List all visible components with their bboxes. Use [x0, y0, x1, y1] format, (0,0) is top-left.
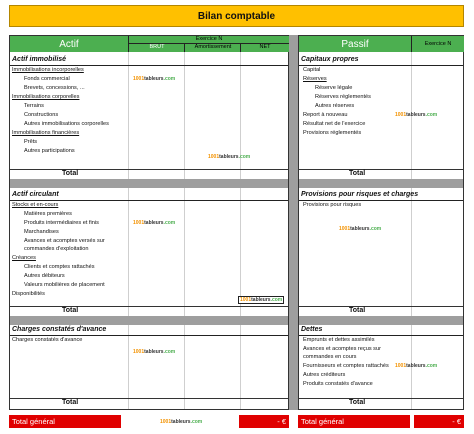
list-item: Brevets, concessions, ...: [24, 85, 85, 91]
section-separator: [10, 316, 288, 325]
list-item: Provisions pour risques: [303, 202, 362, 208]
section-separator: [299, 316, 463, 325]
section-title: Actif immobilisé: [12, 56, 67, 63]
list-item: Matières premières: [24, 211, 72, 217]
list-item: Emprunts et dettes assimilés: [303, 337, 375, 343]
list-item: Produits constatés d'avance: [303, 381, 373, 387]
watermark-logo: 1001tableurs.com: [160, 419, 203, 425]
watermark-logo: 1001tableurs.com: [208, 154, 251, 160]
divider: [10, 335, 288, 336]
actif-panel: Actif Exercice N BRUT Amortissement NET …: [9, 35, 289, 410]
passif-header: Passif Exercice N: [299, 36, 464, 52]
list-item: Provisions réglementés: [303, 130, 362, 136]
passif-label: Passif: [341, 38, 369, 50]
grid-line: [128, 52, 129, 409]
list-item: Fonds commercial: [24, 76, 70, 82]
section-separator: [10, 179, 288, 188]
watermark-logo: 1001tableurs.com: [133, 220, 176, 226]
actif-header: Actif Exercice N BRUT Amortissement NET: [10, 36, 289, 52]
divider: [299, 65, 463, 66]
divider: [10, 169, 288, 170]
list-item: Fournisseurs et comptes rattachés: [303, 363, 389, 369]
list-item: Autres créditeurs: [303, 372, 346, 378]
passif-panel: Passif Exercice N Capitaux propres Capit…: [298, 35, 464, 410]
passif-exercice-label: Exercice N: [411, 36, 464, 52]
list-item: commandes en cours: [303, 354, 357, 360]
list-item: commandes d'exploitation: [24, 246, 89, 252]
grid-line: [240, 52, 241, 409]
list-item: Réserve légale: [315, 85, 353, 91]
list-item: Autres réserves: [315, 103, 355, 109]
list-item: Charges constatés d'avance: [12, 337, 83, 343]
total-label: Total: [62, 399, 79, 406]
list-item: Disponibilités: [12, 291, 45, 297]
page-title: Bilan comptable: [9, 5, 464, 27]
list-item: Réserves: [303, 76, 327, 82]
total-label: Total: [349, 170, 366, 177]
col-amortissement: Amortissement: [184, 44, 241, 52]
actif-total-general-label: Total général: [9, 415, 121, 428]
divider: [299, 306, 463, 307]
list-item: Résultat net de l'exercice: [303, 121, 366, 127]
list-item: Autres immobilisations corporelles: [24, 121, 109, 127]
column-separator: [289, 35, 298, 410]
list-item: Créances: [12, 255, 36, 261]
list-item: Clients et comptes rattachés: [24, 264, 95, 270]
list-item: Autres participations: [24, 148, 75, 154]
list-item: Capital: [303, 67, 321, 73]
list-item: Report à nouveau: [303, 112, 348, 118]
list-item: Terrains: [24, 103, 44, 109]
list-item: Stocks et en-cours: [12, 202, 59, 208]
total-label: Total: [62, 307, 79, 314]
actif-exercice-label: Exercice N: [128, 36, 289, 44]
grid-line: [411, 52, 412, 409]
list-item: Marchandises: [24, 229, 59, 235]
actif-label: Actif: [59, 38, 79, 50]
watermark-logo: 1001tableurs.com: [133, 76, 176, 82]
list-item: Produits intermédiaires et finis: [24, 220, 99, 226]
col-net: NET: [240, 44, 289, 52]
watermark-logo: 1001tableurs.com: [238, 296, 285, 304]
list-item: Réserves réglementés: [315, 94, 371, 100]
col-brut: BRUT: [128, 44, 185, 52]
divider: [299, 200, 463, 201]
section-separator: [299, 179, 463, 188]
list-item: Valeurs mobilières de placement: [24, 282, 105, 288]
divider: [10, 65, 288, 66]
grid-line: [184, 52, 185, 409]
section-title: Dettes: [301, 326, 323, 333]
watermark-logo: 1001tableurs.com: [133, 349, 176, 355]
divider: [299, 335, 463, 336]
section-title: Charges constatés d'avance: [12, 326, 107, 333]
watermark-logo: 1001tableurs.com: [395, 363, 438, 369]
divider: [10, 306, 288, 307]
list-item: Avances et acomptes versés sur: [24, 238, 105, 244]
actif-total-general-value: - €: [239, 415, 289, 428]
total-label: Total: [349, 307, 366, 314]
passif-total-general-label: Total général: [298, 415, 410, 428]
passif-total-general-value: - €: [414, 415, 464, 428]
section-title: Capitaux propres: [301, 56, 359, 63]
watermark-logo: 1001tableurs.com: [339, 226, 382, 232]
list-item: Prêts: [24, 139, 38, 145]
section-title: Provisions pour risques et charges: [301, 191, 419, 198]
list-item: Immobilisations corporelles: [12, 94, 80, 100]
divider: [10, 398, 288, 399]
divider: [299, 169, 463, 170]
section-title: Actif circulant: [12, 191, 59, 198]
divider: [10, 200, 288, 201]
list-item: Autres débiteurs: [24, 273, 65, 279]
list-item: Immobilisations financières: [12, 130, 80, 136]
total-label: Total: [349, 399, 366, 406]
watermark-logo: 1001tableurs.com: [395, 112, 438, 118]
list-item: Constructions: [24, 112, 59, 118]
list-item: Avances et acomptes reçus sur: [303, 346, 381, 352]
list-item: Immobilisations incorporelles: [12, 67, 84, 73]
divider: [299, 398, 463, 399]
total-label: Total: [62, 170, 79, 177]
